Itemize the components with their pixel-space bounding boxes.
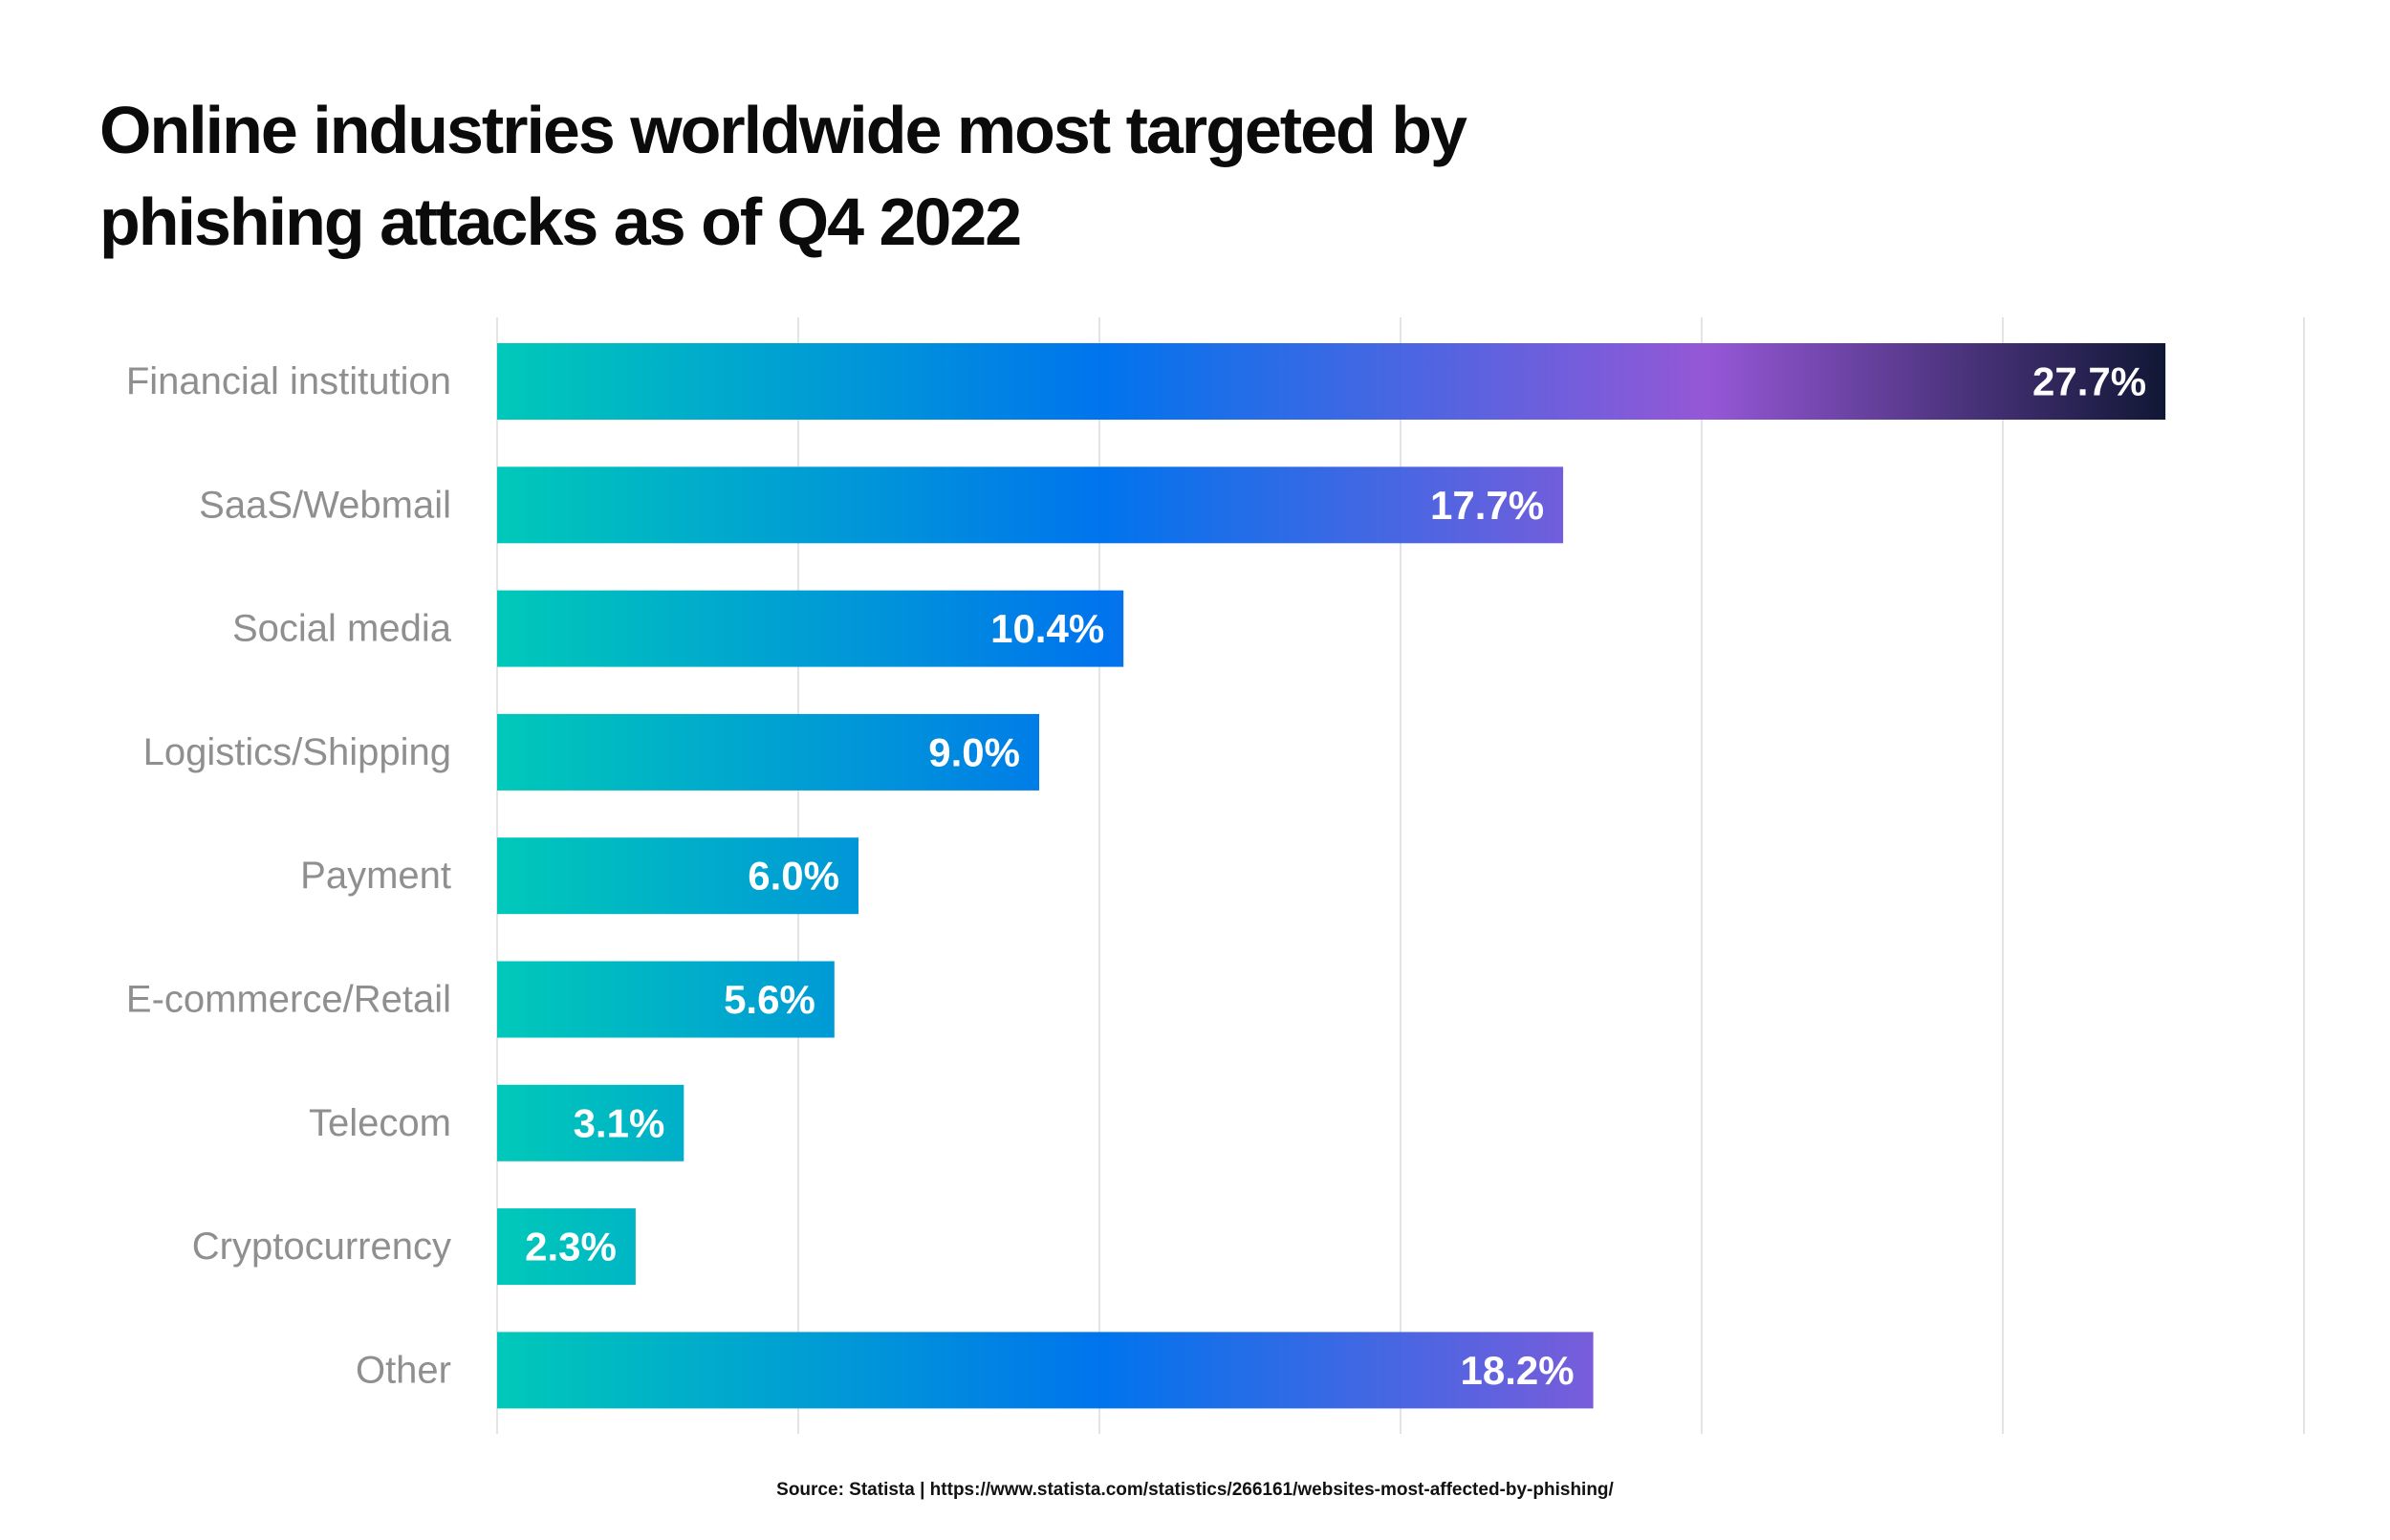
bar-3 (497, 713, 1039, 791)
value-label: 3.1% (574, 1100, 665, 1145)
bar-5 (497, 961, 835, 1038)
category-label: SaaS/Webmail (199, 484, 451, 526)
category-label: Telecom (309, 1102, 451, 1144)
bar-4 (497, 837, 858, 915)
value-label: 5.6% (724, 977, 815, 1022)
bar-8 (497, 1332, 1594, 1409)
category-label: Social media (232, 608, 452, 650)
value-label: 18.2% (1461, 1348, 1575, 1393)
category-label: Other (356, 1349, 451, 1391)
value-label: 17.7% (1430, 483, 1544, 528)
value-label: 10.4% (990, 606, 1104, 651)
category-label: E-commerce/Retail (126, 979, 451, 1021)
category-label: Financial institution (126, 360, 451, 402)
category-labels: Financial institution SaaS/Webmail Social … (126, 360, 452, 1391)
value-label: 2.3% (525, 1225, 617, 1269)
value-labels: 27.7% 17.7% 10.4% 9.0% 6.0% 5.6% 3.1% 2.3% 18.2% (525, 359, 2146, 1393)
source-note: Source: Statista | https://www.statista.… (776, 1480, 1614, 1500)
chart-title: Online industries worldwide most targete… (99, 93, 1467, 259)
bars (497, 343, 2166, 1409)
category-label: Payment (300, 855, 451, 897)
bar-1 (497, 466, 1564, 544)
bar-2 (497, 590, 1124, 667)
category-label: Logistics/Shipping (143, 731, 451, 773)
bar-7 (497, 1208, 636, 1286)
bar-6 (497, 1084, 684, 1161)
bar-0 (497, 343, 2166, 420)
value-label: 27.7% (2032, 359, 2146, 404)
value-label: 9.0% (928, 729, 1020, 774)
value-label: 6.0% (748, 854, 839, 899)
category-label: Cryptocurrency (192, 1225, 451, 1268)
